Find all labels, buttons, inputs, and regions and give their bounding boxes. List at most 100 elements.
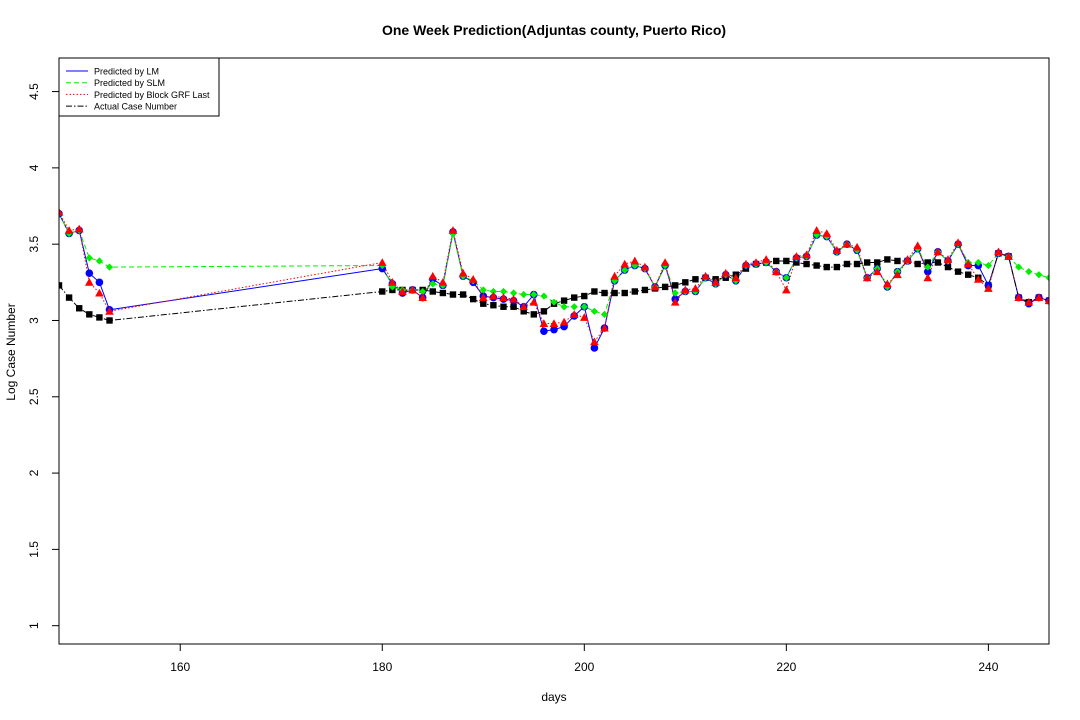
legend-label: Predicted by LM <box>94 67 159 77</box>
data-point <box>823 263 830 271</box>
axis-ticks: 160 180 200 220 240 1 1.5 2 2.5 3 3.5 4 4.5 <box>27 83 999 674</box>
data-point <box>428 271 438 280</box>
data-point <box>842 239 852 248</box>
data-point <box>984 284 993 292</box>
data-point <box>429 280 437 288</box>
data-point <box>580 313 589 321</box>
data-point <box>500 303 507 310</box>
legend-label: Predicted by Block GRF Last <box>94 90 210 100</box>
data-point <box>691 284 700 292</box>
data-point <box>741 259 751 268</box>
data-point <box>419 287 427 296</box>
data-point <box>499 287 508 296</box>
data-point <box>853 260 861 268</box>
data-point <box>761 255 771 263</box>
data-point <box>105 307 114 315</box>
y-tick-label: 1.5 <box>27 541 41 558</box>
series-points-0 <box>59 209 1049 352</box>
data-point <box>479 286 487 294</box>
x-tick-label: 220 <box>776 660 796 674</box>
y-tick-label: 2 <box>27 469 41 476</box>
data-point <box>681 285 690 294</box>
data-point <box>672 282 679 289</box>
data-point <box>590 337 599 346</box>
data-point <box>934 259 942 266</box>
data-point <box>590 307 599 315</box>
data-point <box>974 258 982 267</box>
legend-label: Predicted by SLM <box>94 78 165 88</box>
data-point <box>782 274 790 282</box>
data-point <box>874 259 881 266</box>
data-point <box>883 279 892 288</box>
data-point <box>458 268 468 277</box>
data-point <box>418 293 427 302</box>
data-point <box>640 262 650 271</box>
data-point <box>994 247 1003 256</box>
data-point <box>449 291 457 298</box>
data-point <box>1004 252 1013 260</box>
data-point <box>509 289 518 297</box>
data-point <box>540 308 548 315</box>
data-point <box>731 273 741 282</box>
data-point <box>833 263 841 271</box>
data-point <box>943 255 953 263</box>
data-point <box>671 289 679 297</box>
data-point <box>621 266 629 274</box>
y-tick-label: 3.5 <box>27 236 41 253</box>
data-point <box>459 291 467 298</box>
x-tick-label: 180 <box>372 660 392 674</box>
data-point <box>903 255 912 263</box>
data-point <box>884 256 891 263</box>
data-point <box>803 260 810 268</box>
data-point <box>490 302 497 309</box>
y-tick-label: 1 <box>27 622 41 629</box>
data-point <box>468 274 478 283</box>
data-point <box>843 260 851 268</box>
data-point <box>923 267 932 276</box>
data-point <box>519 302 528 311</box>
data-point <box>520 290 528 299</box>
data-point <box>782 285 791 294</box>
data-point <box>1034 293 1044 302</box>
data-point <box>721 268 731 277</box>
data-point <box>478 293 488 302</box>
data-point <box>590 344 599 352</box>
data-point <box>560 297 568 304</box>
data-point <box>600 323 609 332</box>
data-point <box>591 288 598 295</box>
y-tick-label: 2.5 <box>27 388 41 405</box>
data-point <box>601 289 608 297</box>
x-tick-label: 200 <box>574 660 594 674</box>
data-point <box>469 295 477 303</box>
data-point <box>448 226 458 234</box>
data-point <box>692 276 699 283</box>
data-point <box>85 254 93 262</box>
data-point <box>1044 296 1049 305</box>
data-point <box>773 257 780 265</box>
y-tick-label: 3 <box>27 317 41 324</box>
data-point <box>812 226 821 234</box>
series-points-1 <box>59 210 1049 318</box>
data-point <box>984 261 992 270</box>
data-point <box>832 245 842 254</box>
data-point <box>59 282 63 289</box>
data-point <box>641 286 649 294</box>
data-point <box>429 288 436 295</box>
data-point <box>822 229 832 237</box>
data-point <box>964 271 972 278</box>
data-point <box>569 310 579 318</box>
data-point <box>852 242 862 251</box>
data-point <box>650 282 660 291</box>
y-tick-label: 4.5 <box>27 83 41 100</box>
data-point <box>530 311 537 318</box>
data-point <box>76 305 83 312</box>
data-point <box>529 297 539 306</box>
data-point <box>439 289 447 297</box>
data-point <box>85 278 94 286</box>
data-point <box>631 288 639 295</box>
data-point <box>580 303 588 311</box>
data-point <box>480 300 487 307</box>
data-point <box>953 238 963 247</box>
